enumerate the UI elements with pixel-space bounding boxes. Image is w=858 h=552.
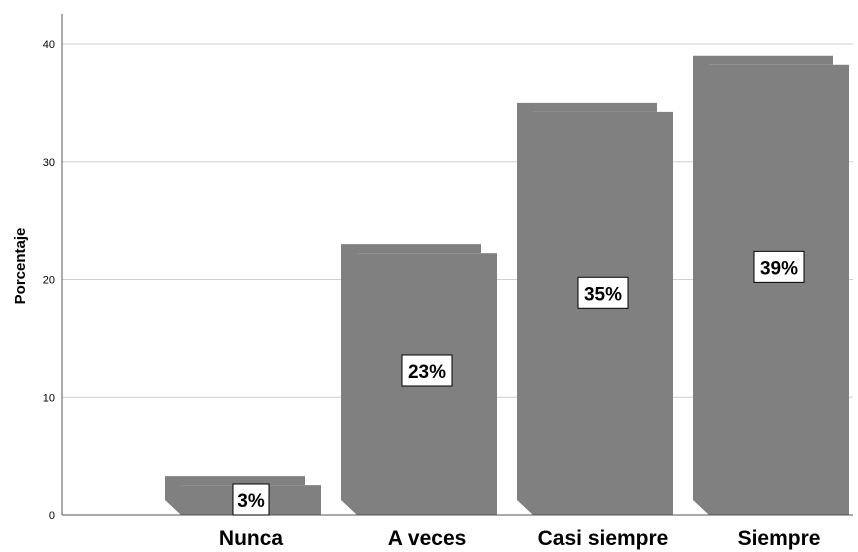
bar-back bbox=[341, 244, 481, 516]
y-tick-label: 30 bbox=[43, 157, 55, 169]
svg-text:3%: 3% bbox=[237, 491, 265, 512]
x-category-label: Nunca bbox=[219, 527, 284, 550]
data-label: 39% bbox=[753, 250, 805, 283]
y-axis-label: Porcentaje bbox=[12, 228, 29, 305]
axes bbox=[61, 14, 853, 516]
data-labels: 3% 23% 35% 39% bbox=[232, 250, 805, 516]
x-category-labels: Nunca A veces Casi siempre Siempre bbox=[219, 527, 821, 550]
y-tick-label: 40 bbox=[43, 39, 55, 51]
bar-front bbox=[709, 64, 849, 516]
bar bbox=[693, 55, 849, 516]
y-tick-label: 20 bbox=[43, 275, 55, 287]
bar-front bbox=[533, 111, 673, 515]
x-category-label: Siempre bbox=[738, 527, 821, 550]
bar bbox=[517, 102, 673, 515]
y-tick-label: 10 bbox=[43, 392, 55, 404]
bar-back bbox=[517, 102, 657, 515]
svg-text:39%: 39% bbox=[760, 258, 798, 279]
bar-back bbox=[693, 55, 833, 516]
bar bbox=[341, 244, 497, 516]
svg-text:23%: 23% bbox=[408, 362, 446, 383]
data-label: 3% bbox=[232, 483, 270, 516]
y-tick-label: 0 bbox=[49, 510, 55, 522]
bars bbox=[165, 55, 849, 516]
data-label: 35% bbox=[577, 276, 629, 309]
y-tick-labels: 0 10 20 30 40 bbox=[43, 39, 55, 522]
data-label: 23% bbox=[401, 354, 453, 387]
svg-text:35%: 35% bbox=[584, 284, 622, 305]
x-category-label: Casi siempre bbox=[538, 527, 669, 550]
x-category-label: A veces bbox=[388, 527, 467, 550]
